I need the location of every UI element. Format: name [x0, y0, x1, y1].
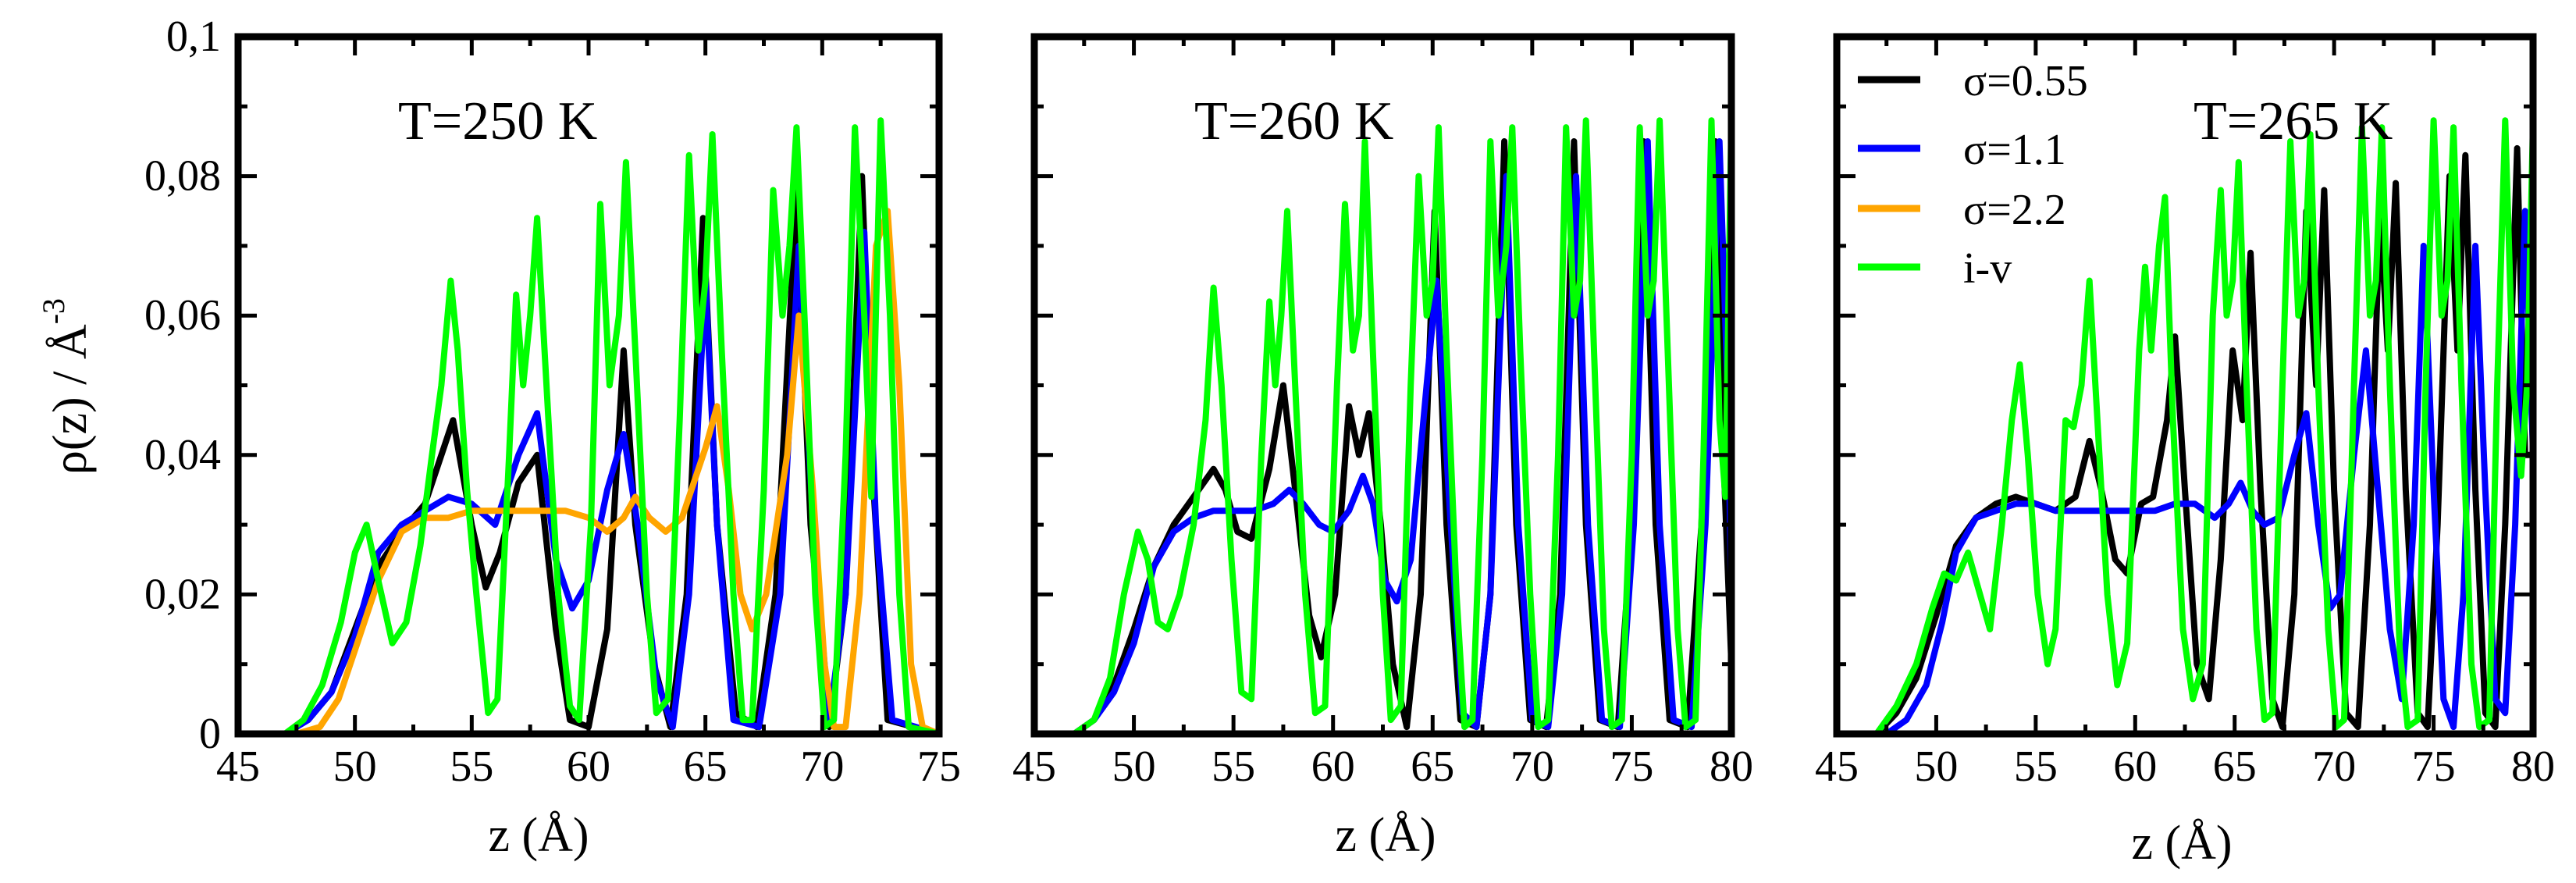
panel-3-x-tick-label: 55: [2014, 742, 2058, 791]
y-axis-title-main: ρ(z) / Å: [44, 324, 97, 475]
panel-2-x-tick-label: 55: [1212, 742, 1255, 791]
y-tick-label: 0: [199, 710, 221, 758]
panel-2-series-i-v: [1031, 117, 1735, 737]
panel-2-frame: [1030, 33, 1735, 738]
panel-1-x-tick-label: 75: [917, 742, 961, 791]
panel-1-x-tick-label: 65: [684, 742, 728, 791]
y-tick-label: 0,04: [144, 431, 221, 479]
panel-1-frame: [234, 33, 943, 738]
panel-2: 45 50 55 60 65 70 75 80 T=260 K z (Å): [1012, 33, 1753, 862]
panel-3-x-tick-label: 50: [1914, 742, 1958, 791]
y-tick-label: 0,1: [166, 12, 221, 61]
panel-2-series-sigma-1-1: [1031, 138, 1735, 737]
panel-2-x-tick-label: 60: [1311, 742, 1355, 791]
panel-1-x-tick-label: 60: [567, 742, 610, 791]
panel-2-x-tick-label: 45: [1012, 742, 1056, 791]
panel-2-x-tick-label: 80: [1710, 742, 1753, 791]
panel-1-series-i-v: [235, 117, 942, 737]
panel-3-title: T=265 K: [2194, 91, 2393, 151]
panel-3-x-tick-label: 75: [2412, 742, 2456, 791]
y-tick-label: 0,02: [144, 570, 221, 618]
panel-3-x-tick-label: 80: [2511, 742, 2555, 791]
legend: σ=0.55 σ=1.1 σ=2.2 i-v: [1858, 57, 2088, 293]
panel-1-x-tick-label: 70: [800, 742, 844, 791]
y-axis-title-exponent: -3: [36, 298, 71, 324]
panel-3-x-tick-label: 65: [2213, 742, 2257, 791]
panel-2-title: T=260 K: [1194, 91, 1393, 151]
y-axis-title: ρ(z) / Å-3: [36, 298, 97, 475]
y-tick-label: 0,06: [144, 291, 221, 340]
legend-label-sigma-0-55: σ=0.55: [1963, 57, 2088, 105]
panel-2-curves: [1031, 117, 1735, 737]
panel-3-ticks: 45 50 55 60 65 70 75 80: [1815, 34, 2555, 791]
panel-3-x-tick-label: 60: [2113, 742, 2157, 791]
legend-label-i-v: i-v: [1963, 244, 2012, 293]
panel-1-x-tick-label: 50: [333, 742, 377, 791]
legend-label-sigma-2-2: σ=2.2: [1963, 186, 2066, 234]
panel-2-x-tick-label: 50: [1112, 742, 1156, 791]
panel-3-curves: [1834, 117, 2536, 737]
panel-3-frame: [1833, 33, 2537, 738]
panel-3: 45 50 55 60 65 70 75 80 T=265 K z (Å): [1815, 33, 2555, 870]
panel-3-x-tick-label: 45: [1815, 742, 1859, 791]
panel-2-x-tick-label: 70: [1510, 742, 1554, 791]
legend-label-sigma-1-1: σ=1.1: [1963, 126, 2066, 174]
panel-3-series-i-v: [1834, 117, 2536, 737]
panel-1-title: T=250 K: [398, 91, 597, 151]
panel-2-x-tick-label: 75: [1610, 742, 1653, 791]
panel-1-x-tick-label: 45: [216, 742, 260, 791]
panel-1-ticks: 45 50 55 60 65 70 75 0 0,02 0,04 0,06 0,08 0,1: [144, 12, 961, 791]
y-tick-label: 0,08: [144, 152, 221, 201]
panel-1: 45 50 55 60 65 70 75 0 0,02 0,04 0,06 0,08 0,1 T=250…: [144, 12, 961, 862]
panel-3-x-axis-title: z (Å): [2131, 817, 2232, 870]
panel-3-x-tick-label: 70: [2312, 742, 2356, 791]
panel-2-x-tick-label: 65: [1411, 742, 1454, 791]
panel-1-x-tick-label: 55: [450, 742, 493, 791]
panel-1-curves: [235, 117, 942, 737]
panel-1-x-axis-title: z (Å): [488, 809, 589, 862]
panel-2-x-axis-title: z (Å): [1335, 809, 1436, 862]
